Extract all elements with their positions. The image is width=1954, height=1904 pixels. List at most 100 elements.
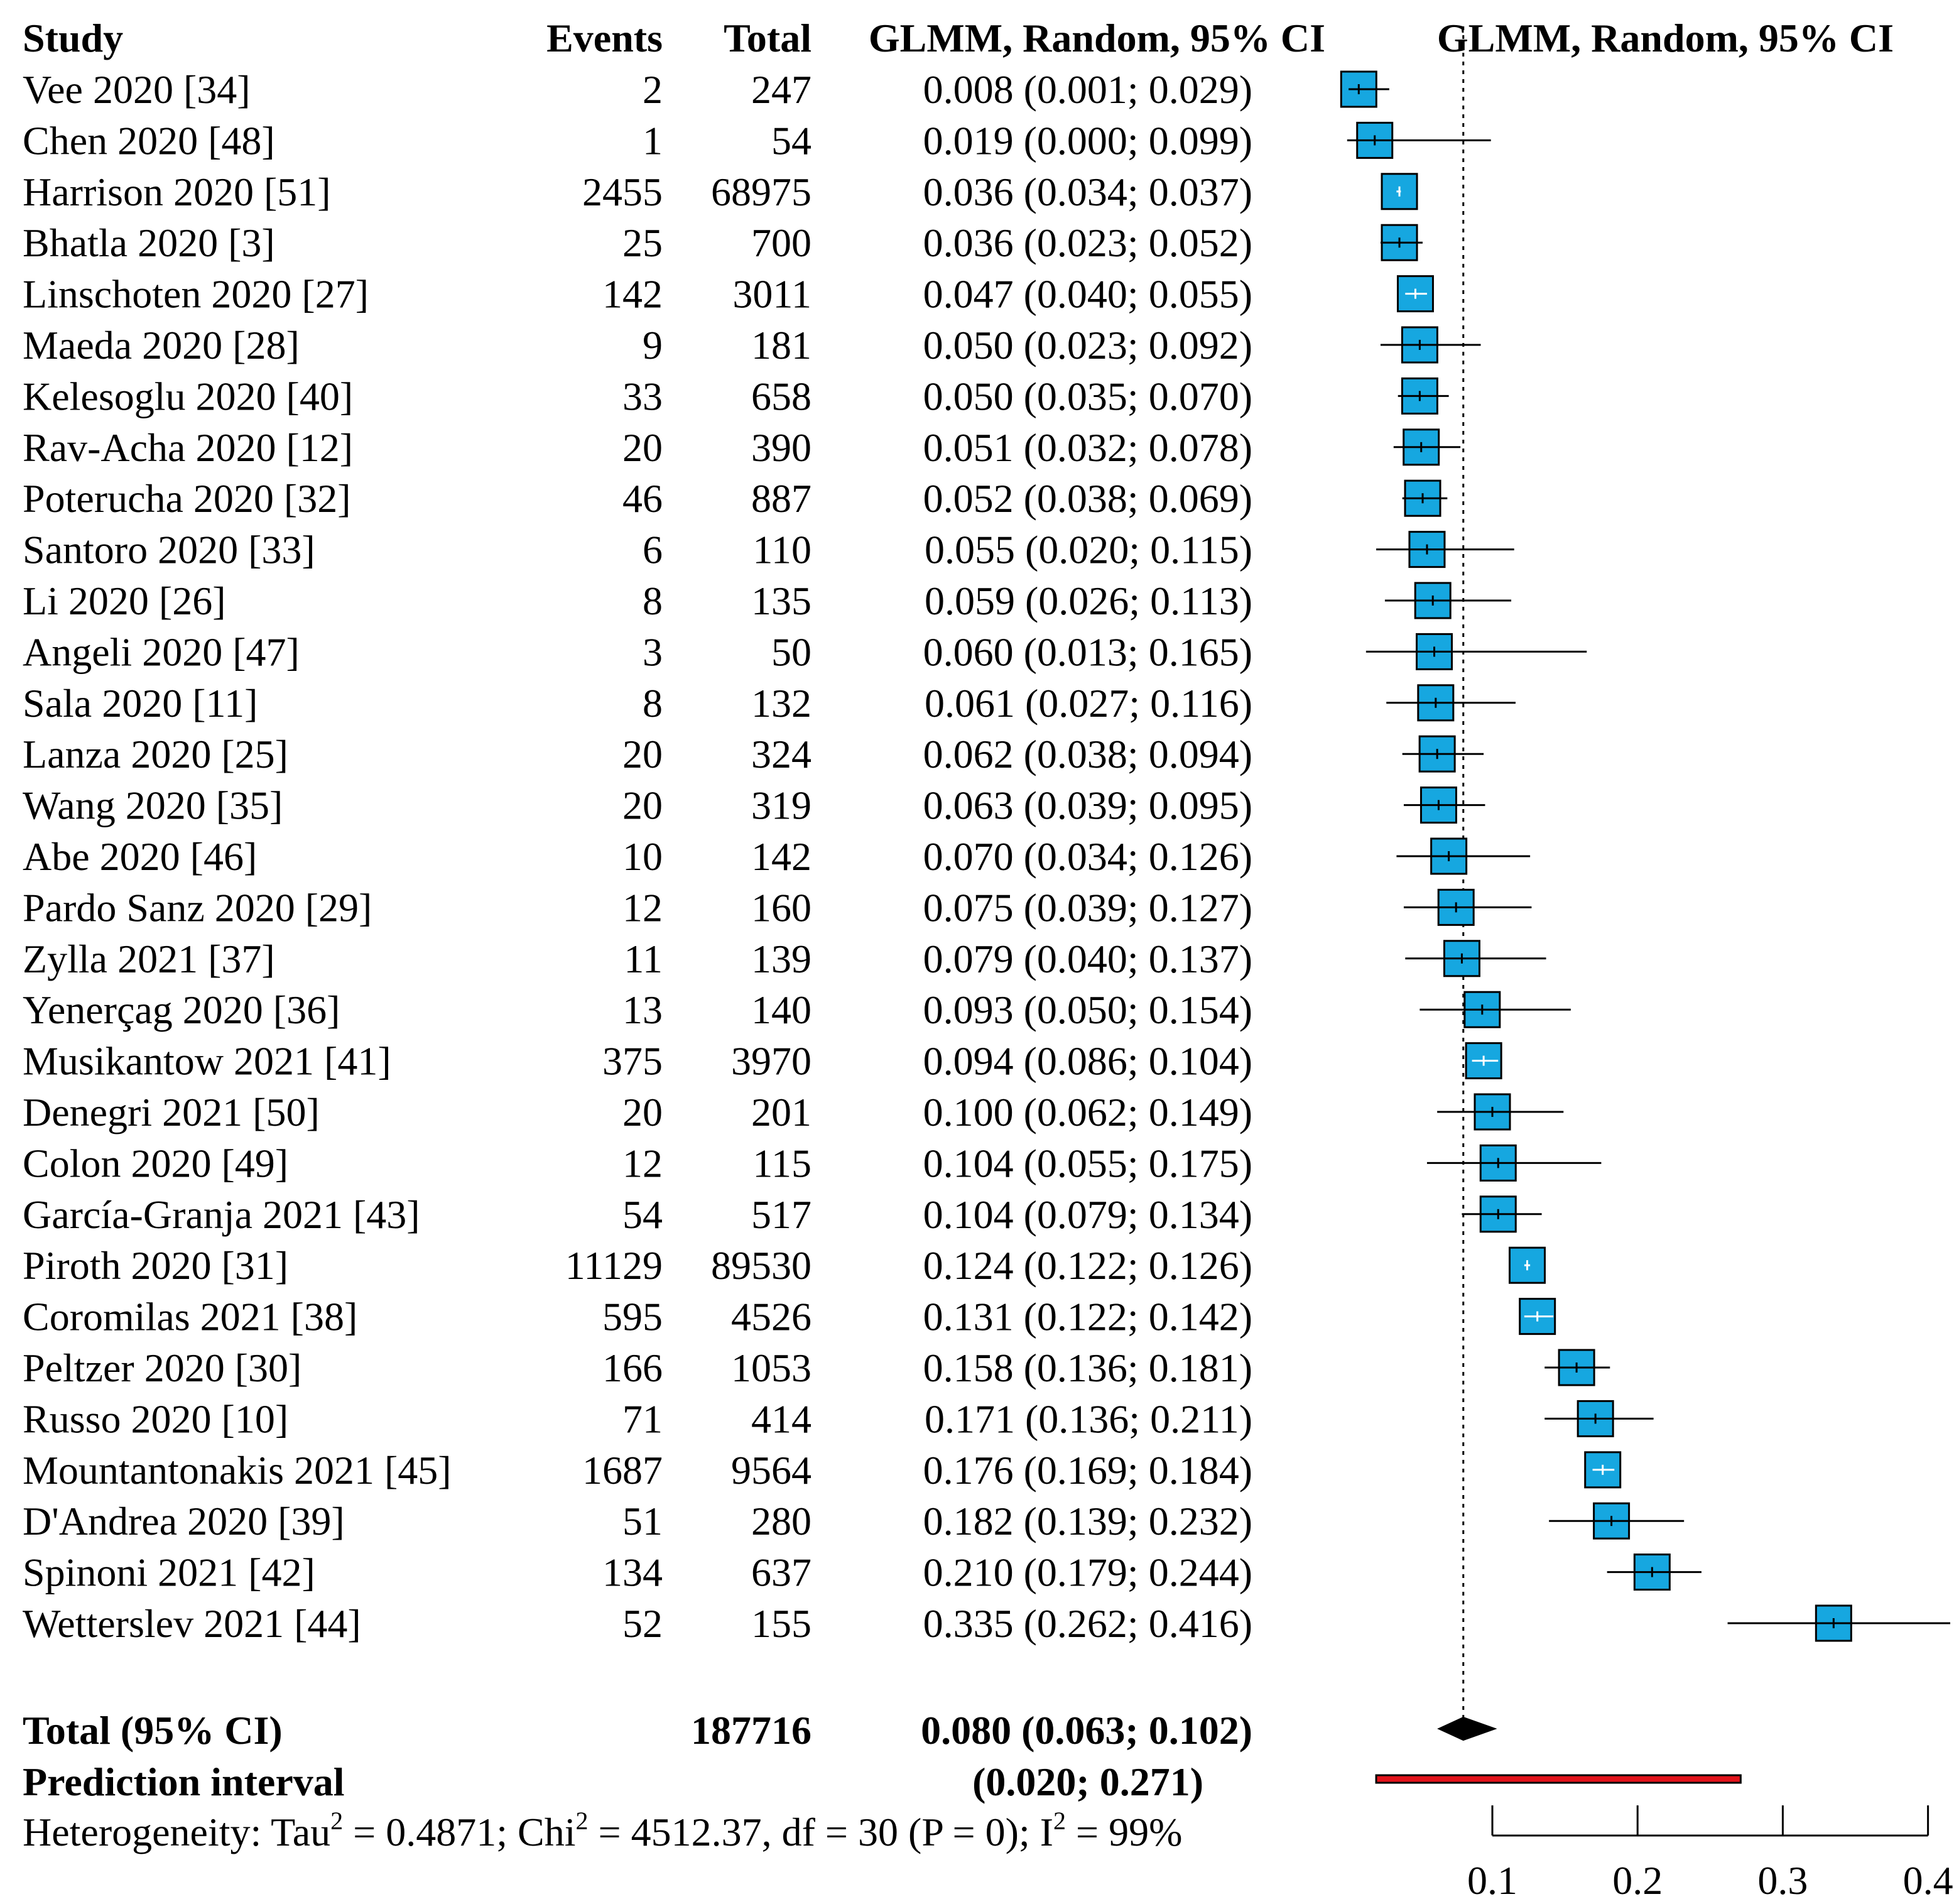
study-row: Angeli 2020 [47] 3 50 0.060 (0.013; 0.165) [23, 629, 1252, 674]
study-marker [1584, 1451, 1622, 1489]
total-value: 160 [751, 885, 811, 930]
study-row: Santoro 2020 [33] 6 110 0.055 (0.020; 0.115… [23, 528, 1252, 572]
study-label: Mountantonakis 2021 [45] [23, 1448, 452, 1493]
total-value: 1053 [731, 1346, 811, 1390]
study-label: Colon 2020 [49] [23, 1141, 288, 1185]
total-value: 50 [771, 629, 811, 674]
study-row: Abe 2020 [46] 10 142 0.070 (0.034; 0.126) [23, 834, 1252, 879]
study-marker [1380, 326, 1481, 364]
study-label: Rav-Acha 2020 [12] [23, 425, 353, 470]
het-sup-tau: 2 [330, 1807, 343, 1835]
study-marker [1426, 1144, 1602, 1182]
ci-text: 0.093 (0.050; 0.154) [923, 987, 1252, 1032]
ci-text: 0.050 (0.035; 0.070) [923, 374, 1252, 418]
total-value: 89530 [711, 1243, 811, 1288]
header-plot: GLMM, Random, 95% CI [1437, 16, 1894, 60]
study-marker [1396, 837, 1531, 875]
total-value: 3011 [732, 272, 811, 317]
study-label: Li 2020 [26] [23, 579, 226, 623]
study-label: Abe 2020 [46] [23, 834, 257, 879]
events-value: 1687 [582, 1448, 663, 1493]
study-row: García-Granja 2021 [43] 54 517 0.104 (0.079… [23, 1192, 1252, 1237]
ci-text: 0.210 (0.179; 0.244) [923, 1550, 1252, 1595]
events-value: 25 [622, 220, 663, 265]
header-total: Total [724, 16, 811, 60]
total-value: 887 [751, 476, 811, 521]
study-label: Bhatla 2020 [3] [23, 220, 275, 265]
total-label: Total (95% CI) [23, 1708, 283, 1753]
study-row: Pardo Sanz 2020 [29] 12 160 0.075 (0.039; 0… [23, 885, 1252, 930]
ci-text: 0.051 (0.032; 0.078) [923, 425, 1252, 470]
total-value: 201 [751, 1090, 811, 1134]
study-marker [1437, 1093, 1564, 1131]
het-sup-chi: 2 [576, 1807, 589, 1835]
study-label: García-Granja 2021 [43] [23, 1192, 420, 1237]
study-label: Sala 2020 [11] [23, 681, 258, 726]
study-row: Musikantow 2021 [41] 375 3970 0.094 (0.086;… [23, 1039, 1252, 1084]
study-marker [1403, 888, 1532, 926]
study-label: Wang 2020 [35] [23, 783, 283, 828]
study-row: Li 2020 [26] 8 135 0.059 (0.026; 0.113) [23, 579, 1252, 623]
header-events: Events [546, 16, 663, 60]
plot-area: 0.1 0.2 0.3 0.4 [1340, 26, 1953, 1903]
study-marker [1402, 479, 1448, 517]
ci-text: 0.094 (0.086; 0.104) [923, 1039, 1252, 1084]
events-value: 20 [622, 783, 663, 828]
study-label: Spinoni 2021 [42] [23, 1550, 315, 1595]
total-value: 135 [751, 579, 811, 623]
events-value: 8 [643, 681, 663, 726]
total-value: 140 [751, 987, 811, 1032]
total-value: 155 [751, 1601, 811, 1646]
events-value: 51 [622, 1499, 663, 1543]
total-value: 517 [751, 1192, 811, 1237]
ci-text: 0.079 (0.040; 0.137) [923, 937, 1252, 981]
events-value: 2455 [582, 170, 663, 214]
study-row: Vee 2020 [34] 2 247 0.008 (0.001; 0.029) [23, 67, 1252, 112]
ci-text: 0.335 (0.262; 0.416) [923, 1601, 1252, 1646]
total-value: 181 [751, 323, 811, 367]
study-row: Harrison 2020 [51] 2455 68975 0.036 (0.034;… [23, 170, 1252, 214]
study-row: Rav-Acha 2020 [12] 20 390 0.051 (0.032; 0.0… [23, 425, 1252, 470]
ci-text: 0.055 (0.020; 0.115) [925, 528, 1252, 572]
study-label: Maeda 2020 [28] [23, 323, 300, 367]
events-value: 12 [622, 1141, 663, 1185]
events-value: 20 [622, 425, 663, 470]
study-marker [1396, 275, 1434, 313]
ci-text: 0.062 (0.038; 0.094) [923, 732, 1252, 776]
study-row: Spinoni 2021 [42] 134 637 0.210 (0.179; 0.2… [23, 1550, 1252, 1595]
study-label: Yenerçag 2020 [36] [23, 987, 340, 1032]
study-marker [1380, 224, 1423, 261]
total-value: 110 [752, 528, 811, 572]
events-value: 11129 [565, 1243, 663, 1288]
ci-text: 0.124 (0.122; 0.126) [923, 1243, 1252, 1288]
events-value: 20 [622, 732, 663, 776]
het-prefix: Heterogeneity: Tau [23, 1810, 330, 1854]
study-marker [1386, 684, 1516, 722]
ci-text: 0.100 (0.062; 0.149) [923, 1090, 1252, 1134]
study-row: Bhatla 2020 [3] 25 700 0.036 (0.023; 0.052) [23, 220, 1252, 265]
study-row: Wang 2020 [35] 20 319 0.063 (0.039; 0.095) [23, 783, 1252, 828]
x-tick-label: 0.3 [1757, 1858, 1808, 1903]
total-value: 658 [751, 374, 811, 418]
ci-text: 0.036 (0.034; 0.037) [923, 170, 1252, 214]
total-value: 324 [751, 732, 811, 776]
study-row: Russo 2020 [10] 71 414 0.171 (0.136; 0.211) [23, 1396, 1252, 1441]
study-row: Sala 2020 [11] 8 132 0.061 (0.027; 0.116) [23, 681, 1252, 726]
total-value: 142 [751, 834, 811, 879]
total-value: 247 [751, 67, 811, 112]
header-study: Study [23, 16, 123, 60]
ci-text: 0.061 (0.027; 0.116) [925, 681, 1252, 726]
ci-text: 0.050 (0.023; 0.092) [923, 323, 1252, 367]
ci-text: 0.158 (0.136; 0.181) [923, 1346, 1252, 1390]
total-value: 4526 [731, 1295, 811, 1339]
study-row: Maeda 2020 [28] 9 181 0.050 (0.023; 0.092) [23, 323, 1252, 367]
total-n: 187716 [691, 1708, 811, 1753]
study-marker [1727, 1604, 1950, 1642]
x-tick-label: 0.4 [1903, 1858, 1953, 1903]
study-label: Chen 2020 [48] [23, 118, 275, 163]
study-marker [1549, 1502, 1685, 1540]
study-label: Pardo Sanz 2020 [29] [23, 885, 372, 930]
ci-text: 0.008 (0.001; 0.029) [923, 67, 1252, 112]
